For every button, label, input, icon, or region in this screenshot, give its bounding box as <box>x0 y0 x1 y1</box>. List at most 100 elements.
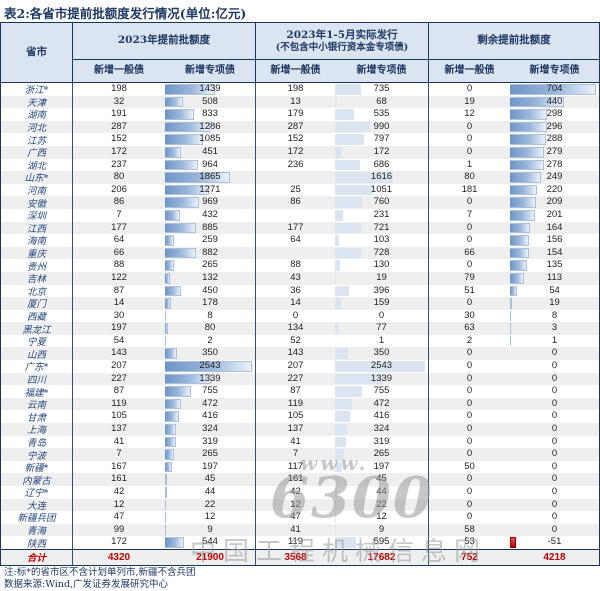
cell-value: 227 <box>287 372 304 384</box>
special-bond-cell: 440 <box>510 96 599 109</box>
cell-value: 440 <box>546 95 563 107</box>
value-bar <box>510 260 527 271</box>
special-bond-cell: 201 <box>510 209 599 222</box>
value-bar <box>335 398 352 410</box>
data-source-text: 数据来源:Wind,广发证券发展研究中心 <box>4 579 169 590</box>
table-row: 安徽 86 969 86 760 0 209 <box>1 196 599 209</box>
cell-value: 0 <box>466 486 473 497</box>
value-bar <box>335 499 336 511</box>
special-bond-cell: 0 <box>510 511 599 524</box>
cell-value: 231 <box>373 208 390 220</box>
cell-value: 58 <box>464 523 475 535</box>
special-bond-cell: 0 <box>510 410 599 423</box>
special-bond-cell: 544 <box>165 536 255 549</box>
cell-value: 143 <box>287 347 304 359</box>
special-bond-cell: 797 <box>335 133 428 146</box>
cell-value: 544 <box>202 536 218 548</box>
cell-value: 0 <box>551 385 558 397</box>
cell-value: 86 <box>290 196 301 208</box>
table-row: 宁夏 54 2 52 1 2 1 <box>1 334 599 348</box>
cell-value: 137 <box>287 423 304 435</box>
value-bar <box>335 184 373 196</box>
value-bar <box>510 285 517 297</box>
special-bond-cell: 0 <box>510 499 599 512</box>
special-bond-cell: 1051 <box>335 184 428 197</box>
cell-value: 686 <box>373 158 390 170</box>
special-bond-cell: 1865 <box>165 171 255 184</box>
cell-value: 0 <box>551 460 558 472</box>
general-bond-cell: 47 <box>72 511 165 524</box>
general-bond-cell: 41 <box>255 435 335 449</box>
table-row: 厦门 14 178 14 159 0 19 <box>1 297 599 310</box>
value-bar <box>165 222 196 234</box>
general-bond-cell: 105 <box>72 410 165 424</box>
province-quota-table: 省市 2023年提前批额度 2023年1-5月实际发行 (不包含中小银行资本金专… <box>0 22 600 566</box>
general-bond-cell: 0 <box>428 297 510 310</box>
province-label: 陕西 <box>26 538 46 549</box>
province-label: 重庆 <box>26 249 46 260</box>
special-bond-cell: 279 <box>510 146 599 159</box>
special-bond-cell: 0 <box>510 423 599 436</box>
cell-value: 12 <box>464 108 475 120</box>
table-row: 陕西 172 544 119 595 53 -51 <box>1 536 599 549</box>
cell-value: 0 <box>378 309 385 321</box>
general-bond-cell: 58 <box>428 523 510 537</box>
cell-value: 298 <box>546 108 563 120</box>
special-bond-cell: 2543 <box>165 360 255 373</box>
general-bond-cell: 0 <box>428 372 510 386</box>
general-bond-cell: 53 <box>428 536 510 549</box>
general-bond-cell: 161 <box>255 473 335 486</box>
cell-value: 164 <box>546 221 563 233</box>
province-label: 海南 <box>26 236 46 247</box>
cell-value: 1339 <box>199 372 221 384</box>
value-bar <box>165 109 194 120</box>
value-bar <box>510 209 535 221</box>
general-bond-cell: 4320 <box>72 549 165 565</box>
value-bar <box>335 323 338 334</box>
cell-value: 132 <box>202 271 218 283</box>
cell-value: 0 <box>466 435 473 447</box>
special-bond-cell: 755 <box>165 385 255 398</box>
province-label: 辽宁* <box>24 488 49 499</box>
table-row: 宁波 7 265 7 265 0 0 <box>1 448 599 461</box>
special-bond-cell: 1271 <box>165 184 255 197</box>
special-bond-cell: 265 <box>165 259 255 272</box>
cell-value: 279 <box>546 145 563 157</box>
general-bond-cell: 66 <box>72 246 165 260</box>
cell-value: 1 <box>551 334 558 346</box>
cell-value: 179 <box>287 108 304 120</box>
cell-value: 47 <box>113 511 125 523</box>
cell-value: 319 <box>202 435 218 447</box>
value-bar <box>335 84 362 95</box>
special-bond-cell: 19 <box>335 272 428 285</box>
special-bond-cell: 969 <box>165 196 255 209</box>
cell-value: 535 <box>373 108 390 120</box>
general-bond-cell: 79 <box>428 271 510 285</box>
general-bond-cell: 12 <box>72 498 165 512</box>
special-bond-cell: 0 <box>510 347 599 360</box>
cell-value: 172 <box>287 145 304 157</box>
table-row: 江苏 152 1085 152 797 0 288 <box>1 133 599 146</box>
special-bond-cell: 265 <box>165 448 255 461</box>
special-bond-cell: 728 <box>335 247 428 260</box>
table-row: 吉林 122 132 43 19 79 113 <box>1 271 599 285</box>
value-bar <box>335 537 357 548</box>
cell-value: 0 <box>466 397 473 409</box>
special-bond-cell: -51 <box>510 536 599 549</box>
value-bar <box>510 84 597 95</box>
province-label: 宁夏 <box>26 337 46 348</box>
cell-value: 2543 <box>370 360 393 372</box>
cell-value: 152 <box>111 133 127 145</box>
table-row: 江西 177 885 177 721 0 164 <box>1 221 599 235</box>
general-bond-cell: 152 <box>72 133 165 146</box>
special-bond-cell: 265 <box>335 448 428 461</box>
cell-value: 54 <box>113 334 125 346</box>
value-bar <box>335 209 344 221</box>
cell-value: 80 <box>204 322 216 334</box>
value-bar <box>335 285 350 297</box>
general-bond-cell: 41 <box>255 523 335 537</box>
value-bar <box>335 96 338 108</box>
value-bar <box>165 487 167 498</box>
cell-value: 51 <box>464 284 475 296</box>
value-bar <box>165 298 172 309</box>
